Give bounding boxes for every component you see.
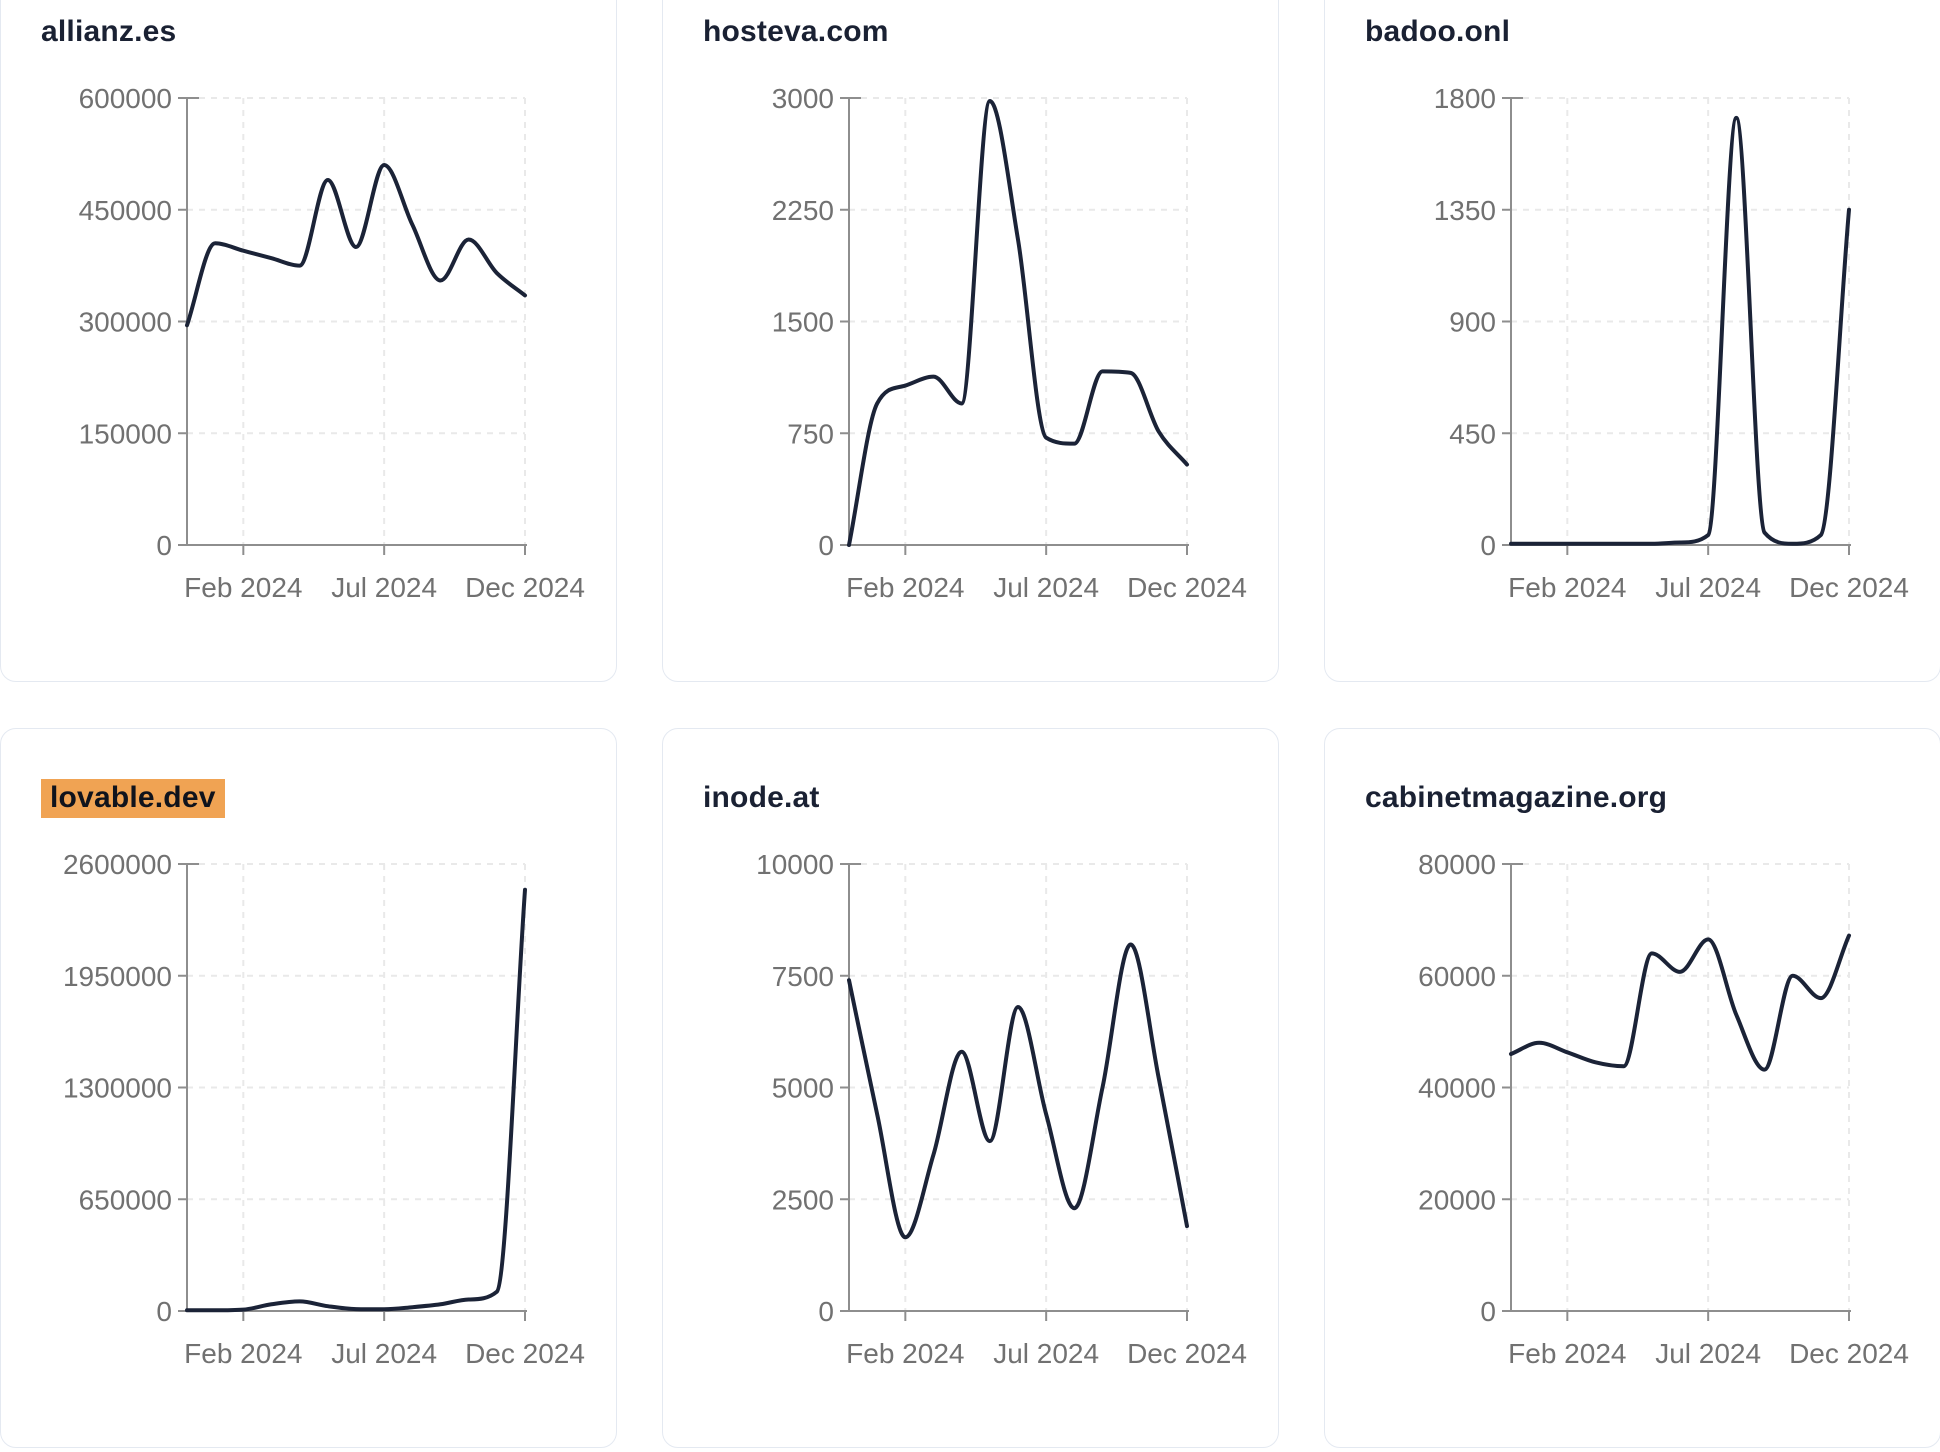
y-axis-label: 1300000 bbox=[63, 1073, 172, 1104]
line-chart: 0 2500 5000 7500 10000 Feb 2024 Jul 2024 Dec 20… bbox=[756, 849, 1247, 1369]
y-axis-label: 450 bbox=[1449, 418, 1496, 449]
y-axis-label: 10000 bbox=[756, 849, 834, 880]
y-axis-label: 40000 bbox=[1418, 1073, 1496, 1104]
line-chart: 0 650000 1300000 1950000 2600000 Feb 2024 Jul … bbox=[63, 849, 585, 1369]
y-axis-label: 0 bbox=[156, 530, 172, 561]
x-axis-label: Jul 2024 bbox=[331, 1338, 437, 1369]
y-axis-label: 900 bbox=[1449, 307, 1496, 338]
chart-card-allianz.es[interactable]: allianz.es 0 150000 300000 450000 600000 Feb … bbox=[0, 0, 617, 682]
chart-title: allianz.es bbox=[41, 15, 176, 49]
line-chart: 0 20000 40000 60000 80000 Feb 2024 Jul 2024 Dec… bbox=[1418, 849, 1909, 1369]
x-axis-label: Feb 2024 bbox=[1508, 572, 1626, 603]
chart-title: inode.at bbox=[703, 781, 820, 815]
y-axis-label: 2250 bbox=[772, 195, 834, 226]
y-axis-label: 0 bbox=[1480, 1296, 1496, 1327]
x-axis-label: Jul 2024 bbox=[993, 572, 1099, 603]
y-axis-label: 1500 bbox=[772, 307, 834, 338]
y-axis-label: 650000 bbox=[79, 1184, 172, 1215]
x-axis-label: Feb 2024 bbox=[846, 572, 964, 603]
y-axis-label: 80000 bbox=[1418, 849, 1496, 880]
x-axis-label: Jul 2024 bbox=[993, 1338, 1099, 1369]
x-axis-label: Jul 2024 bbox=[1655, 572, 1761, 603]
y-axis-label: 1800 bbox=[1434, 83, 1496, 114]
x-axis-label: Feb 2024 bbox=[846, 1338, 964, 1369]
chart-title-text: hosteva.com bbox=[703, 15, 889, 48]
y-axis-label: 150000 bbox=[79, 418, 172, 449]
series-line bbox=[847, 98, 1189, 547]
x-axis-label: Dec 2024 bbox=[1127, 572, 1247, 603]
x-axis-label: Dec 2024 bbox=[1127, 1338, 1247, 1369]
line-chart: 0 750 1500 2250 3000 Feb 2024 Jul 2024 Dec 2024 bbox=[772, 83, 1247, 603]
x-axis-label: Feb 2024 bbox=[1508, 1338, 1626, 1369]
chart-card-badoo.onl[interactable]: badoo.onl 0 450 900 1350 1800 Feb 2024 Jul 202… bbox=[1324, 0, 1940, 682]
y-axis-label: 60000 bbox=[1418, 961, 1496, 992]
y-axis-label: 3000 bbox=[772, 83, 834, 114]
chart-title-text: cabinetmagazine.org bbox=[1365, 781, 1668, 814]
chart-title: cabinetmagazine.org bbox=[1365, 781, 1667, 815]
y-axis-label: 0 bbox=[156, 1296, 172, 1327]
chart-card-inode.at[interactable]: inode.at 0 2500 5000 7500 10000 Feb 2024 Jul 2… bbox=[662, 728, 1279, 1448]
chart-title: lovable.dev bbox=[41, 779, 225, 818]
x-axis-label: Feb 2024 bbox=[184, 572, 302, 603]
series-line bbox=[847, 942, 1189, 1240]
y-axis-label: 0 bbox=[1480, 530, 1496, 561]
y-axis-label: 2500 bbox=[772, 1184, 834, 1215]
y-axis-label: 300000 bbox=[79, 307, 172, 338]
x-axis-label: Dec 2024 bbox=[465, 572, 585, 603]
series-line bbox=[1509, 115, 1851, 546]
chart-title-text: lovable.dev bbox=[41, 779, 225, 818]
x-axis-label: Jul 2024 bbox=[331, 572, 437, 603]
x-axis-label: Feb 2024 bbox=[184, 1338, 302, 1369]
y-axis-label: 5000 bbox=[772, 1073, 834, 1104]
y-axis-label: 7500 bbox=[772, 961, 834, 992]
x-axis-label: Dec 2024 bbox=[1789, 572, 1909, 603]
y-axis-label: 20000 bbox=[1418, 1184, 1496, 1215]
x-axis-label: Dec 2024 bbox=[1789, 1338, 1909, 1369]
chart-title: hosteva.com bbox=[703, 15, 889, 49]
chart-card-lovable.dev[interactable]: lovable.dev 0 650000 1300000 1950000 2600000… bbox=[0, 728, 617, 1448]
chart-title-text: badoo.onl bbox=[1365, 15, 1511, 48]
y-axis-label: 750 bbox=[787, 418, 834, 449]
y-axis-label: 2600000 bbox=[63, 849, 172, 880]
y-axis-label: 1950000 bbox=[63, 961, 172, 992]
x-axis-label: Dec 2024 bbox=[465, 1338, 585, 1369]
series-line bbox=[185, 163, 527, 328]
chart-title: badoo.onl bbox=[1365, 15, 1510, 49]
chart-title-text: allianz.es bbox=[41, 15, 177, 48]
y-axis-label: 0 bbox=[818, 1296, 834, 1327]
y-axis-label: 450000 bbox=[79, 195, 172, 226]
chart-title-text: inode.at bbox=[703, 781, 820, 814]
x-axis-label: Jul 2024 bbox=[1655, 1338, 1761, 1369]
y-axis-label: 600000 bbox=[79, 83, 172, 114]
chart-card-hosteva.com[interactable]: hosteva.com 0 750 1500 2250 3000 Feb 2024 Jul … bbox=[662, 0, 1279, 682]
y-axis-label: 0 bbox=[818, 530, 834, 561]
series-line bbox=[185, 887, 527, 1313]
line-chart: 0 450 900 1350 1800 Feb 2024 Jul 2024 Dec 2024 bbox=[1434, 83, 1909, 603]
line-chart: 0 150000 300000 450000 600000 Feb 2024 Jul 202… bbox=[79, 83, 585, 603]
y-axis-label: 1350 bbox=[1434, 195, 1496, 226]
chart-card-cabinetmagazine.org[interactable]: cabinetmagazine.org 0 20000 40000 60000 8000… bbox=[1324, 728, 1940, 1448]
series-line bbox=[1509, 933, 1851, 1072]
